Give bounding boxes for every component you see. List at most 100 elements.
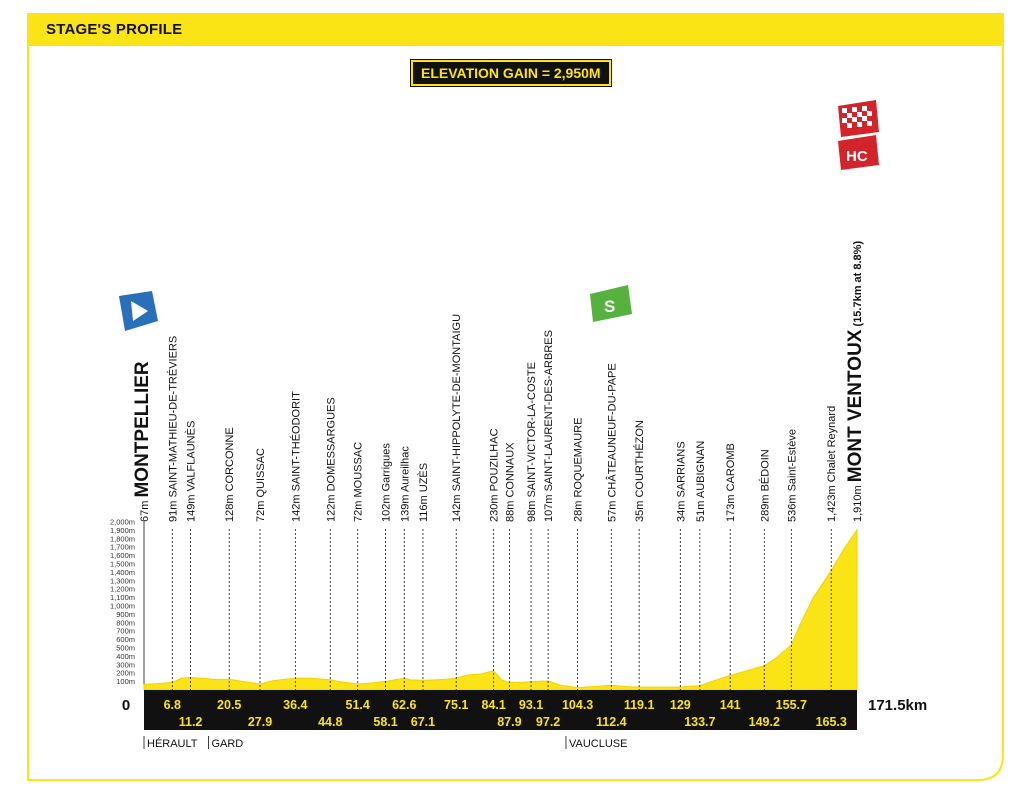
y-tick-label: 400m (116, 652, 135, 661)
y-tick-label: 600m (116, 635, 135, 644)
km-label-top: 93.1 (519, 698, 543, 712)
km-label-bottom: 11.2 (179, 715, 203, 729)
km-label-top: 75.1 (444, 698, 468, 712)
y-tick-label: 1,700m (110, 543, 135, 552)
waypoint-text: 98m SAINT-VICTOR-LA-COSTE (526, 362, 538, 522)
waypoint-text: 35m COURTHÉZON (633, 420, 646, 522)
waypoint-text: 142m SAINT-THÉODORIT (289, 391, 302, 522)
waypoint-label: 57m CHÂTEAUNEUF-DU-PAPE (605, 363, 618, 522)
km-band (144, 690, 857, 730)
km-label-bottom: 44.8 (318, 715, 342, 729)
waypoint-text: 289m BÉDOIN (758, 449, 771, 522)
y-tick-label: 1,800m (110, 534, 135, 543)
finish-km-label: 171.5km (868, 697, 927, 714)
waypoint-text: 28m ROQUEMAURE (573, 417, 585, 522)
waypoint-text: 1,423m Chalet Reynard (826, 406, 838, 522)
sprint-badge-label: S (604, 297, 615, 316)
y-tick-label: 1,200m (110, 585, 135, 594)
hc-category-icon: HC (838, 135, 879, 170)
y-tick-label: 800m (116, 618, 135, 627)
y-tick-label: 1,500m (110, 560, 135, 569)
km-label-top: 36.4 (283, 698, 307, 712)
waypoint-text: 149m VALFLAUNÈS (185, 421, 198, 522)
page-title: STAGE'S PROFILE (46, 21, 183, 38)
sprint-icon: S (590, 285, 632, 322)
waypoint-label: 289m BÉDOIN (758, 449, 771, 522)
start-km-label: 0 (122, 697, 130, 714)
waypoint-label: 536m Saint-Estève (786, 429, 798, 522)
waypoint-label: 122m DOMESSARGUES (325, 397, 337, 522)
km-label-bottom: 149.2 (749, 715, 780, 729)
header-bar (28, 14, 1003, 46)
waypoint-label: 139m Aureilhac (399, 446, 411, 522)
waypoint-text: 91m SAINT-MATHIEU-DE-TRÉVIERS (166, 336, 179, 522)
waypoint-label: 142m SAINT-HIPPOLYTE-DE-MONTAIGU (451, 314, 463, 522)
y-tick-label: 300m (116, 660, 135, 669)
km-label-top: 51.4 (346, 698, 370, 712)
waypoint-text: 88m CONNAUX (504, 442, 516, 522)
waypoint-label: 230m POUZILHAC (489, 428, 501, 522)
waypoint-label: 35m COURTHÉZON (633, 420, 646, 522)
waypoint-text: 107m SAINT-LAURENT-DES-ARBRES (543, 330, 555, 522)
waypoint-text: 230m POUZILHAC (489, 428, 501, 522)
waypoint-text: 72m MOUSSAC (353, 442, 365, 522)
waypoint-label: 34m SARRIANS (675, 441, 687, 522)
waypoint-label: 91m SAINT-MATHIEU-DE-TRÉVIERS (166, 336, 179, 522)
waypoint-label: 28m ROQUEMAURE (573, 417, 585, 522)
km-label-bottom: 58.1 (373, 715, 397, 729)
y-tick-label: 900m (116, 610, 135, 619)
waypoint-text: 34m SARRIANS (675, 441, 687, 522)
km-label-top: 129 (670, 698, 691, 712)
y-tick-label: 1,900m (110, 526, 135, 535)
waypoint-label: 102m Garrigues (381, 443, 393, 522)
km-label-top: 141 (720, 698, 741, 712)
waypoint-text: 173m CAROMB (725, 443, 737, 522)
waypoint-text: 51m AUBIGNAN (695, 441, 707, 522)
y-tick-label: 1,300m (110, 576, 135, 585)
waypoint-label: 149m VALFLAUNÈS (185, 421, 198, 522)
y-tick-label: 100m (116, 677, 135, 686)
km-label-top: 84.1 (481, 698, 505, 712)
waypoint-label: 72m MOUSSAC (353, 442, 365, 522)
waypoint-text: 72m QUISSAC (255, 448, 267, 522)
waypoint-text: 536m Saint-Estève (786, 429, 798, 522)
waypoint-text: 102m Garrigues (381, 443, 393, 522)
km-label-bottom: 112.4 (596, 715, 627, 729)
elevation-gain-badge: ELEVATION GAIN = 2,950M (411, 60, 611, 86)
km-label-top: 155.7 (776, 698, 807, 712)
waypoint-label: 173m CAROMB (725, 443, 737, 522)
km-label-bottom: 27.9 (248, 715, 272, 729)
waypoint-text: 116m UZÈS (417, 463, 430, 522)
km-label-top: 119.1 (624, 698, 655, 712)
y-tick-label: 2,000m (110, 518, 135, 527)
region-label: GARD (211, 738, 243, 750)
waypoint-text: 139m Aureilhac (399, 446, 411, 522)
waypoint-text: 122m DOMESSARGUES (325, 397, 337, 522)
waypoint-label: 142m SAINT-THÉODORIT (289, 391, 302, 522)
waypoint-label: 107m SAINT-LAURENT-DES-ARBRES (543, 330, 555, 522)
waypoint-text: 128m CORCONNE (224, 427, 236, 522)
waypoint-label: 72m QUISSAC (255, 448, 267, 522)
km-label-bottom: 97.2 (536, 715, 560, 729)
region-label: VAUCLUSE (569, 738, 627, 750)
waypoint-label: 51m AUBIGNAN (695, 441, 707, 522)
start-flag-icon (119, 291, 158, 331)
waypoint-text: 142m SAINT-HIPPOLYTE-DE-MONTAIGU (451, 314, 463, 522)
y-tick-label: 500m (116, 644, 135, 653)
waypoint-text: 57m CHÂTEAUNEUF-DU-PAPE (605, 363, 618, 522)
waypoint-label: 67m MONTPELLIER (132, 361, 153, 522)
waypoint-label: 1,423m Chalet Reynard (826, 406, 838, 522)
km-label-bottom: 133.7 (684, 715, 715, 729)
y-tick-label: 700m (116, 627, 135, 636)
waypoint-text: 67m MONTPELLIER (132, 361, 153, 522)
elevation-area (143, 527, 858, 691)
waypoint-text: 1,910m MONT VENTOUX (15.7km at 8.8%) (845, 241, 866, 522)
y-tick-label: 1,100m (110, 593, 135, 602)
km-label-top: 20.5 (217, 698, 241, 712)
y-tick-label: 1,000m (110, 602, 135, 611)
region-label: HÉRAULT (147, 737, 198, 750)
waypoint-label: 116m UZÈS (417, 463, 430, 522)
